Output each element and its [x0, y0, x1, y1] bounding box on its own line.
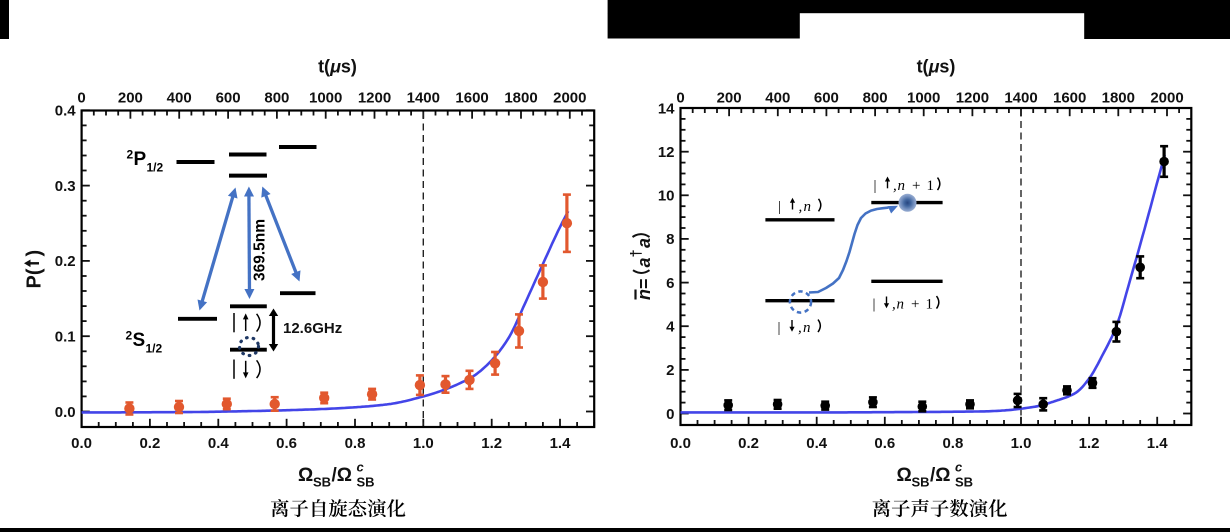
svg-text:0.3: 0.3 — [55, 178, 76, 195]
svg-text:12.6GHz: 12.6GHz — [283, 320, 342, 337]
svg-text:369.5nm: 369.5nm — [252, 219, 269, 281]
svg-text:0.4: 0.4 — [806, 435, 828, 452]
svg-text:+: + — [912, 178, 920, 194]
svg-text:,: , — [892, 296, 896, 312]
svg-text:/Ω: /Ω — [332, 465, 353, 486]
svg-text:400: 400 — [167, 90, 192, 107]
svg-text:n: n — [897, 296, 905, 312]
svg-text:0.2: 0.2 — [738, 435, 759, 452]
svg-text:SB: SB — [912, 475, 930, 490]
svg-text:4: 4 — [666, 319, 675, 336]
svg-text:0.4: 0.4 — [55, 103, 77, 120]
svg-text:1200: 1200 — [358, 90, 391, 107]
svg-text:200: 200 — [717, 90, 742, 107]
svg-text:0.0: 0.0 — [670, 435, 691, 452]
svg-text:2: 2 — [126, 329, 133, 343]
svg-text:a: a — [634, 257, 654, 267]
svg-text:1.2: 1.2 — [1079, 435, 1100, 452]
svg-text:0.4: 0.4 — [208, 435, 230, 452]
svg-text:1400: 1400 — [407, 90, 440, 107]
svg-text:SB: SB — [313, 475, 331, 490]
svg-text:14: 14 — [658, 100, 675, 117]
svg-text:1.0: 1.0 — [413, 435, 434, 452]
svg-text:6: 6 — [666, 275, 674, 292]
svg-text:n: n — [803, 320, 811, 336]
svg-text:0.1: 0.1 — [55, 329, 76, 346]
svg-text:0.0: 0.0 — [55, 404, 76, 421]
svg-text:0.2: 0.2 — [55, 253, 76, 270]
svg-text:+: + — [911, 296, 919, 312]
svg-text:SB: SB — [955, 475, 973, 490]
svg-text:t(μs): t(μs) — [917, 57, 956, 77]
svg-text:n: n — [804, 199, 812, 215]
svg-text:2: 2 — [127, 148, 134, 162]
svg-text:0.8: 0.8 — [345, 435, 366, 452]
svg-text:10: 10 — [658, 188, 675, 205]
svg-text:800: 800 — [264, 90, 289, 107]
svg-text:†: † — [629, 249, 645, 257]
svg-text:0: 0 — [77, 90, 85, 107]
svg-text:a: a — [634, 238, 654, 248]
svg-text:0: 0 — [666, 406, 674, 423]
svg-text:1600: 1600 — [1053, 90, 1086, 107]
svg-text:1600: 1600 — [455, 90, 488, 107]
svg-text:=: = — [634, 278, 654, 289]
svg-text:1.2: 1.2 — [481, 435, 502, 452]
svg-text:Ω: Ω — [298, 465, 313, 486]
svg-text:): ) — [24, 250, 46, 257]
svg-text:n: n — [634, 289, 654, 300]
svg-text:1800: 1800 — [1102, 90, 1135, 107]
svg-text:1800: 1800 — [504, 90, 537, 107]
svg-text:P: P — [134, 149, 147, 170]
svg-text:|: | — [874, 178, 877, 194]
svg-text:SB: SB — [357, 475, 375, 490]
svg-text:12: 12 — [658, 144, 675, 161]
svg-text:|: | — [778, 320, 781, 336]
svg-text:Ω: Ω — [897, 465, 912, 486]
svg-text:0: 0 — [676, 90, 684, 107]
svg-text:1: 1 — [926, 296, 934, 312]
svg-text:1.4: 1.4 — [1147, 435, 1169, 452]
svg-text:2: 2 — [666, 362, 674, 379]
svg-text:,: , — [799, 199, 803, 215]
svg-text:0.2: 0.2 — [139, 435, 160, 452]
svg-text:n: n — [898, 178, 906, 194]
svg-text:1400: 1400 — [1004, 90, 1037, 107]
svg-text:1200: 1200 — [956, 90, 989, 107]
svg-text:S: S — [133, 330, 146, 351]
svg-text:,: , — [893, 178, 897, 194]
svg-text:c: c — [955, 460, 963, 475]
svg-text:1.0: 1.0 — [1011, 435, 1032, 452]
svg-text:1.4: 1.4 — [550, 435, 572, 452]
svg-text:0.6: 0.6 — [276, 435, 297, 452]
svg-text:c: c — [357, 460, 365, 475]
svg-text:200: 200 — [118, 90, 143, 107]
svg-text:8: 8 — [666, 231, 674, 248]
svg-text:400: 400 — [765, 90, 790, 107]
svg-text:/Ω: /Ω — [930, 465, 951, 486]
svg-text:1000: 1000 — [907, 90, 940, 107]
svg-text:1: 1 — [927, 178, 935, 194]
svg-text:600: 600 — [216, 90, 241, 107]
svg-text:0.0: 0.0 — [71, 435, 92, 452]
svg-text:2000: 2000 — [1150, 90, 1183, 107]
svg-text:1/2: 1/2 — [146, 342, 163, 356]
svg-text:600: 600 — [814, 90, 839, 107]
svg-text:1000: 1000 — [309, 90, 342, 107]
svg-text:|: | — [873, 296, 876, 312]
svg-text:1/2: 1/2 — [147, 161, 164, 175]
svg-text:0.6: 0.6 — [874, 435, 895, 452]
svg-text:800: 800 — [863, 90, 888, 107]
svg-text:|: | — [778, 199, 781, 215]
svg-text:0.8: 0.8 — [942, 435, 963, 452]
svg-text:,: , — [798, 320, 802, 336]
svg-text:P(: P( — [24, 268, 46, 288]
svg-text:2000: 2000 — [553, 90, 586, 107]
svg-text:t(μs): t(μs) — [318, 57, 357, 77]
